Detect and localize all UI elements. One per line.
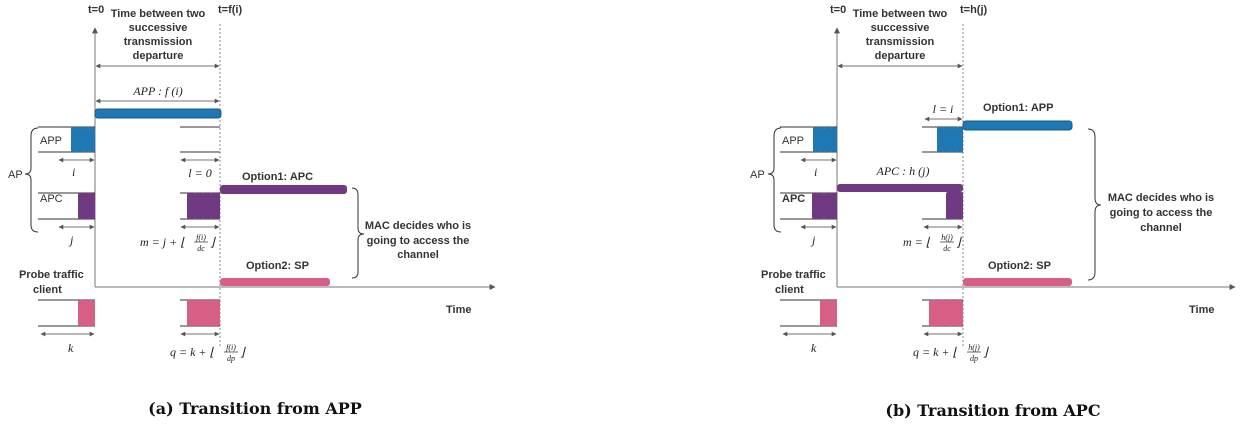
sp-queue-rails-b [780, 299, 837, 327]
interval-label-line4: departure [133, 50, 184, 62]
interval-label-b-line2: successive [871, 22, 930, 34]
sp-queue-packets-t1-b [929, 300, 963, 326]
option2-bar [220, 278, 330, 286]
mac-label-b-line3: channel [1140, 222, 1182, 234]
mac-label-b-line1: MAC decides who is [1108, 192, 1214, 204]
interval-label-line1: Time between two [111, 8, 206, 20]
i-label: i [72, 165, 75, 179]
q-floor-close-b: ⌋ [983, 345, 989, 359]
ap-label-b: AP [750, 169, 765, 181]
i-label-b: i [814, 165, 817, 179]
option1-label: Option1: APC [242, 171, 313, 183]
app-queue-rails-t1-b [922, 126, 963, 153]
time-label: Time [446, 304, 471, 316]
apc-label: APC [40, 193, 63, 205]
time-label-b: Time [1189, 304, 1214, 316]
mac-label-line2: going to access the [367, 235, 470, 247]
q-fraction-num: f(i) [226, 343, 236, 352]
probe-label-line1: Probe traffic [19, 269, 84, 281]
app-queue-packets-t1-b [937, 127, 963, 152]
t1-label-b: t=h(j) [960, 4, 988, 16]
t1-label: t=f(i) [218, 4, 242, 16]
j-label: j [68, 233, 74, 247]
apc-queue-packet-t1-b [946, 192, 963, 219]
ap-brace [24, 127, 39, 233]
app-bar [94, 108, 222, 119]
m-fraction-num-b: h(j) [941, 233, 953, 242]
probe-label-b-line2: client [775, 284, 804, 296]
mac-brace-b [1087, 128, 1102, 281]
app-queue-rails-t1 [180, 126, 220, 153]
sp-queue-packets-t1 [187, 300, 220, 326]
k-label-b: k [811, 341, 817, 355]
mac-label-b-line2: going to access the [1110, 207, 1213, 219]
caption-b: (b) Transition from APC [885, 401, 1100, 420]
panel-b: t=0 t=h(j) Time between two successive t… [750, 4, 1236, 420]
interval-label-b-line3: transmission [866, 36, 935, 48]
t0-label-b: t=0 [830, 4, 846, 16]
app-label: APP [40, 135, 62, 147]
option2-bar-b [963, 278, 1072, 286]
interval-label-line2: successive [129, 22, 188, 34]
t0-label: t=0 [88, 4, 104, 16]
interval-label-b-line4: departure [875, 50, 926, 62]
j-label-b: j [810, 233, 816, 247]
bar-label-b: APC : h (j) [876, 164, 930, 178]
m-equation: m = j + ⌊ [140, 235, 185, 249]
app-queue-packets-b [813, 127, 837, 152]
option1-label-b: Option1: APP [983, 102, 1053, 114]
q-equation: q = k + ⌊ [170, 345, 215, 359]
apc-label-b: APC [782, 193, 805, 205]
option2-label-b: Option2: SP [988, 260, 1051, 272]
m-floor-close-b: ⌋ [956, 235, 962, 249]
sp-queue-packets-b [820, 300, 837, 326]
ap-brace-b [767, 127, 782, 233]
m-fraction-num: f(i) [196, 233, 206, 242]
bar-label: APP : f (i) [132, 84, 182, 98]
sp-queue-packets [78, 300, 95, 326]
q-fraction-den-b: dp [970, 354, 978, 363]
m-equation-b: m = ⌊ [903, 235, 931, 249]
probe-label-b-line1: Probe traffic [761, 269, 826, 281]
apc-queue-packet [78, 193, 95, 219]
ap-label: AP [8, 169, 23, 181]
q-fraction-den: dp [227, 354, 235, 363]
apc-bar-b [837, 184, 963, 192]
q-floor-close: ⌋ [240, 345, 246, 359]
probe-label-line2: client [33, 284, 62, 296]
caption-a: (a) Transition from APP [148, 399, 362, 418]
m-fraction-den: dc [197, 244, 205, 253]
mac-label-line1: MAC decides who is [365, 220, 471, 232]
sp-queue-rails [38, 299, 95, 327]
app-label-b: APP [782, 135, 804, 147]
mac-brace [351, 187, 365, 279]
option2-label: Option2: SP [246, 260, 309, 272]
apc-queue-packets-t1 [187, 193, 220, 219]
l-label: l = 0 [188, 166, 211, 180]
panel-a: t=0 t=f(i) Time between two successive t… [8, 4, 496, 418]
m-fraction-den-b: dc [943, 244, 951, 253]
mac-label-line3: channel [397, 249, 439, 261]
option1-bar-b [962, 120, 1073, 131]
interval-label-b-line1: Time between two [853, 8, 948, 20]
k-label: k [68, 341, 74, 355]
q-fraction-num-b: h(j) [968, 343, 980, 352]
interval-label-line3: transmission [124, 36, 193, 48]
option1-bar [220, 185, 347, 194]
app-queue-packets [71, 127, 95, 152]
m-floor-close: ⌋ [210, 235, 216, 249]
apc-queue-packets-b [812, 193, 837, 219]
l-label-b: l = i [933, 102, 954, 116]
q-equation-b: q = k + ⌊ [913, 345, 958, 359]
